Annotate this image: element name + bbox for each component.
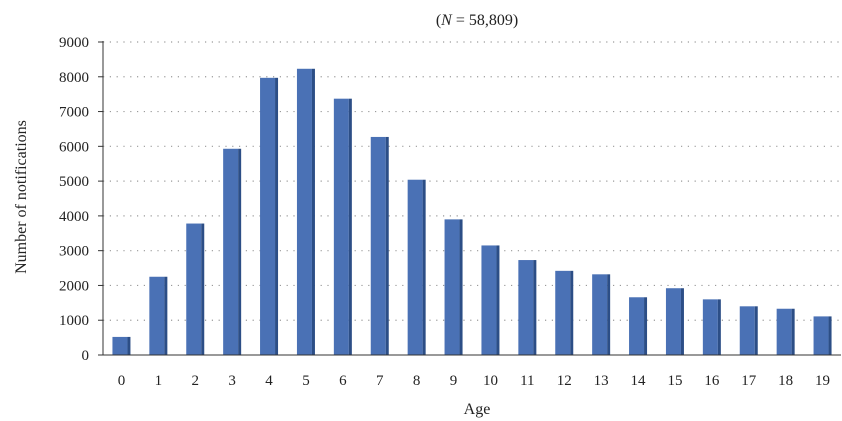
bar-front: [407, 179, 423, 355]
x-tick-label: 13: [594, 373, 609, 389]
bar-front: [665, 288, 681, 355]
bar-side: [422, 179, 426, 355]
bar-side: [311, 68, 315, 355]
bar-front: [260, 77, 276, 356]
x-tick-label: 4: [265, 373, 273, 389]
bar-side: [570, 270, 574, 355]
gridlines: [103, 41, 841, 321]
bar-front: [555, 270, 571, 355]
bar-front: [592, 274, 608, 355]
bar-front: [370, 136, 386, 355]
bar-side: [201, 223, 205, 355]
bar-front: [518, 260, 534, 355]
bar-front: [333, 98, 349, 355]
bar: [296, 68, 315, 355]
bar-side: [275, 77, 279, 356]
axes: [98, 41, 841, 356]
x-tick-label: 14: [631, 373, 647, 389]
y-tick-label: 5000: [59, 174, 89, 190]
bar: [186, 223, 205, 355]
bar-front: [776, 308, 792, 355]
bar-front: [444, 219, 460, 355]
bar-side: [717, 299, 721, 355]
bar: [370, 136, 389, 355]
x-tick-label: 2: [192, 373, 200, 389]
y-tick-label: 3000: [59, 244, 89, 260]
bar-side: [459, 219, 463, 355]
bar: [629, 297, 648, 355]
bar-front: [629, 297, 645, 355]
x-tick-label: 15: [667, 373, 682, 389]
x-tick-label: 12: [557, 373, 572, 389]
y-tick-label: 0: [82, 348, 90, 364]
y-tick-label: 2000: [59, 278, 89, 294]
bar-side: [680, 288, 684, 355]
y-tick-label: 8000: [59, 70, 89, 86]
bar: [407, 179, 426, 355]
x-tick-labels: 0 1 2 3 4 5 6 7 8 9 10 11 12 13 14 15 16 17 18 19: [118, 373, 830, 389]
x-tick-label: 10: [483, 373, 498, 389]
x-tick-label: 8: [413, 373, 421, 389]
bar-side: [644, 297, 648, 355]
y-tick-labels: 0 1000 2000 3000 4000 5000 6000 7000 8000 9000: [59, 35, 89, 364]
x-tick-label: 11: [520, 373, 534, 389]
bar: [665, 288, 684, 355]
x-axis-title: Age: [464, 401, 491, 418]
bar: [223, 148, 242, 355]
y-axis-title: Number of notifications: [13, 120, 30, 274]
bars: [112, 68, 832, 356]
bar-front: [813, 316, 829, 355]
bar-side: [496, 245, 500, 355]
bar-front: [149, 276, 165, 355]
x-tick-label: 3: [228, 373, 236, 389]
y-tick-label: 1000: [59, 313, 89, 329]
chart-title: (N = 58,809): [436, 12, 518, 29]
bar: [739, 306, 758, 355]
bar-side: [828, 316, 832, 355]
bar: [776, 308, 795, 355]
x-tick-label: 7: [376, 373, 384, 389]
bar-side: [348, 98, 352, 355]
bar-front: [112, 336, 128, 355]
bar-front: [739, 306, 755, 355]
x-tick-label: 16: [704, 373, 720, 389]
bar: [149, 276, 168, 355]
y-tick-label: 9000: [59, 35, 89, 51]
bar: [333, 98, 352, 355]
bar-side: [164, 276, 168, 355]
y-tick-label: 7000: [59, 105, 89, 121]
x-tick-label: 5: [302, 373, 310, 389]
y-tick-label: 4000: [59, 209, 89, 225]
bar-front: [223, 148, 239, 355]
bar-side: [533, 260, 537, 355]
x-tick-label: 6: [339, 373, 347, 389]
x-tick-label: 0: [118, 373, 126, 389]
bar-front: [481, 245, 497, 355]
bar: [555, 270, 574, 355]
bar: [592, 274, 611, 355]
bar: [260, 77, 279, 356]
bar-front: [186, 223, 202, 355]
bar-front: [702, 299, 718, 355]
bar: [518, 260, 537, 355]
bar: [481, 245, 500, 355]
bar-side: [791, 308, 795, 355]
bar-side: [127, 336, 131, 355]
bar-side: [385, 136, 389, 355]
bar-side: [754, 306, 758, 355]
bar: [444, 219, 463, 355]
bar-front: [296, 68, 312, 355]
x-tick-label: 18: [778, 373, 793, 389]
y-tick-label: 6000: [59, 139, 89, 155]
x-tick-label: 9: [450, 373, 458, 389]
bar-side: [607, 274, 611, 355]
x-tick-label: 19: [815, 373, 830, 389]
x-tick-label: 1: [155, 373, 163, 389]
bar: [702, 299, 721, 355]
bar: [112, 336, 131, 355]
bar: [813, 316, 832, 355]
x-tick-label: 17: [741, 373, 757, 389]
bar-side: [238, 148, 242, 355]
